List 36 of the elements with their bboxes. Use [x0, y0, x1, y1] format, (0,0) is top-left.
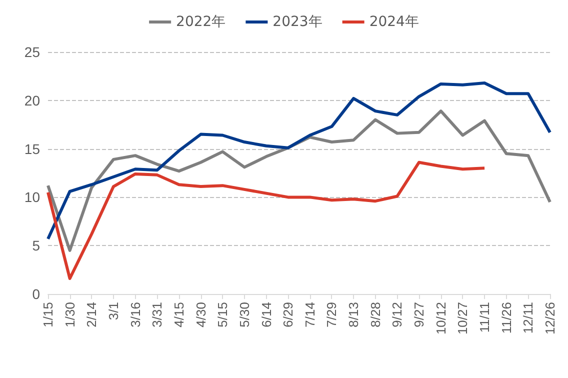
legend-label: 2022年	[176, 14, 226, 30]
x-tick-label: 1/30	[62, 302, 78, 328]
x-tick-label: 5/30	[236, 302, 252, 328]
x-tick-label: 3/31	[150, 302, 165, 328]
x-tick-label: 6/14	[258, 302, 274, 328]
x-tick-label: 6/29	[280, 302, 296, 328]
legend-label: 2023年	[272, 14, 322, 30]
y-tick-label: 10	[24, 189, 40, 206]
x-tick-label: 11/11	[477, 302, 492, 333]
y-tick-label: 25	[24, 44, 40, 60]
x-tick-label: 10/27	[455, 302, 470, 335]
x-tick-label: 10/12	[433, 302, 448, 335]
y-tick-label: 20	[24, 92, 40, 108]
line-series	[46, 160, 486, 280]
x-tick-label: 3/1	[106, 302, 121, 320]
x-tick-label: 4/15	[171, 302, 186, 328]
y-tick-label: 15	[24, 140, 40, 157]
x-tick-label: 4/30	[193, 302, 208, 328]
y-tick-label: 5	[32, 238, 40, 254]
x-tick-label: 11/26	[498, 302, 514, 334]
x-tick-label: 8/13	[346, 302, 362, 328]
line-series	[46, 81, 552, 240]
x-tick-label: 12/11	[520, 302, 536, 334]
x-tick-label: 1/15	[40, 302, 56, 328]
x-tick-label: 5/15	[215, 302, 230, 328]
x-tick-label: 2/14	[84, 302, 100, 328]
x-tick-label: 12/26	[542, 302, 558, 335]
y-tick-label: 0	[32, 286, 40, 302]
x-tick-label: 3/16	[128, 302, 143, 328]
x-tick-label: 7/29	[324, 302, 340, 328]
x-tick-label: 9/12	[390, 302, 405, 328]
legend-label: 2024年	[369, 14, 419, 30]
x-tick-label: 9/27	[412, 302, 427, 328]
x-tick-label: 7/14	[302, 302, 318, 328]
x-tick-label: 8/28	[368, 302, 383, 328]
line-series	[46, 110, 552, 252]
